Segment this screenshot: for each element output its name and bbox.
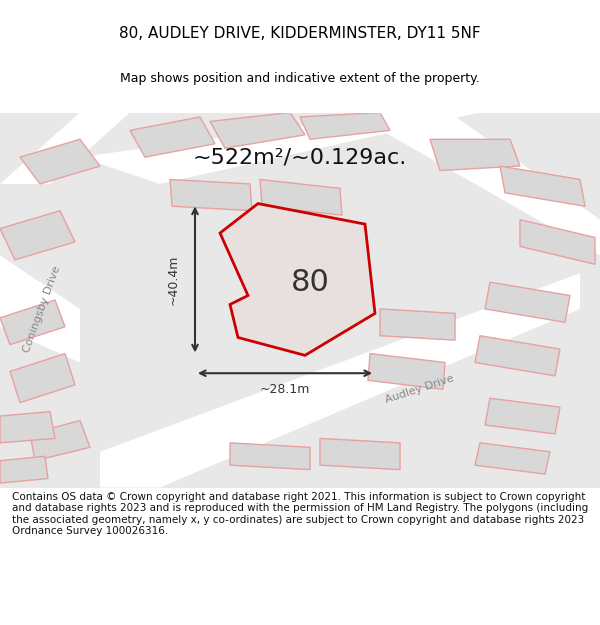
Text: 80, AUDLEY DRIVE, KIDDERMINSTER, DY11 5NF: 80, AUDLEY DRIVE, KIDDERMINSTER, DY11 5N… (119, 26, 481, 41)
Polygon shape (350, 112, 600, 256)
Text: ~40.4m: ~40.4m (167, 254, 179, 304)
Text: Contains OS data © Crown copyright and database right 2021. This information is : Contains OS data © Crown copyright and d… (12, 492, 588, 536)
Polygon shape (500, 166, 585, 206)
Text: Coningsby Drive: Coningsby Drive (22, 264, 62, 354)
Polygon shape (0, 112, 130, 184)
Polygon shape (0, 456, 48, 483)
Polygon shape (260, 179, 342, 215)
Polygon shape (10, 354, 75, 402)
Polygon shape (100, 273, 580, 488)
Polygon shape (20, 139, 100, 184)
Polygon shape (380, 309, 455, 340)
Polygon shape (475, 443, 550, 474)
Polygon shape (130, 117, 215, 157)
Polygon shape (0, 300, 65, 344)
Text: Audley Drive: Audley Drive (385, 374, 455, 405)
Text: Map shows position and indicative extent of the property.: Map shows position and indicative extent… (120, 72, 480, 85)
Polygon shape (485, 282, 570, 322)
Polygon shape (0, 112, 600, 488)
Polygon shape (30, 421, 90, 461)
Polygon shape (320, 438, 400, 469)
Polygon shape (170, 179, 252, 211)
Text: ~28.1m: ~28.1m (260, 382, 310, 396)
Polygon shape (300, 112, 390, 139)
Polygon shape (520, 219, 595, 264)
Text: 80: 80 (290, 268, 329, 297)
Polygon shape (475, 336, 560, 376)
Polygon shape (430, 139, 520, 171)
Polygon shape (210, 112, 305, 148)
Polygon shape (485, 398, 560, 434)
Polygon shape (230, 443, 310, 469)
Polygon shape (0, 256, 80, 362)
Polygon shape (80, 112, 480, 184)
Polygon shape (0, 211, 75, 260)
Polygon shape (220, 204, 375, 356)
Text: ~522m²/~0.129ac.: ~522m²/~0.129ac. (193, 147, 407, 167)
Polygon shape (368, 354, 445, 389)
Polygon shape (0, 412, 55, 443)
